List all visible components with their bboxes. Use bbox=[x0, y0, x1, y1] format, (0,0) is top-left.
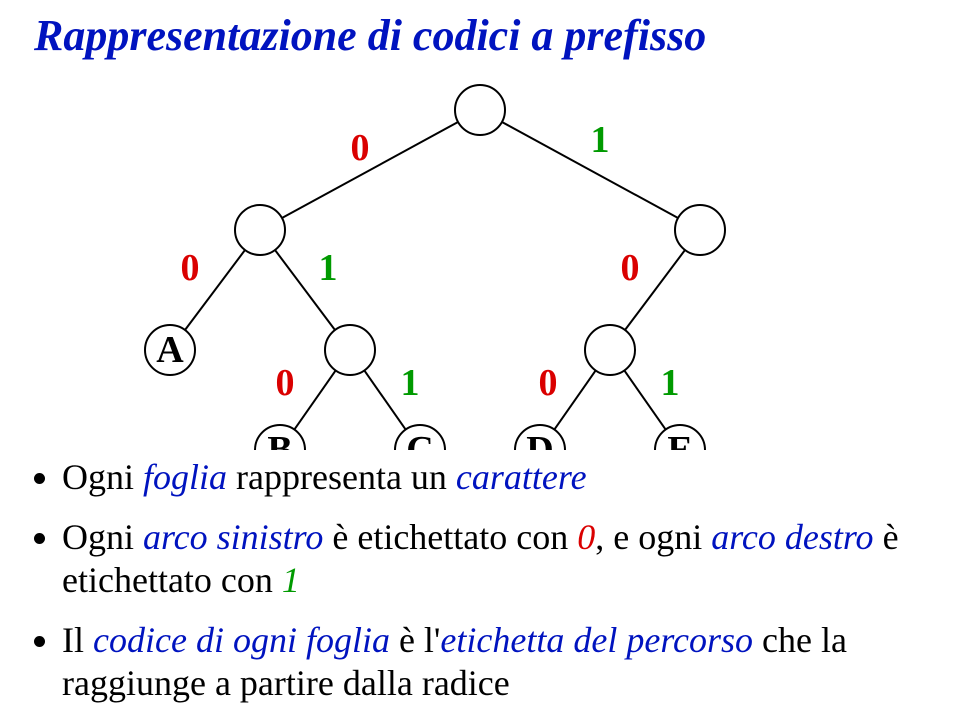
bullet-text: Ogni bbox=[62, 517, 143, 557]
tree-edge bbox=[294, 370, 335, 429]
leaf-label: B bbox=[267, 429, 292, 450]
bullet-item: Ogni arco sinistro è etichettato con 0, … bbox=[62, 516, 938, 601]
edge-label: 1 bbox=[591, 119, 610, 161]
prefix-code-tree: 0 1 0 1 0 0 1 0 1 A B C D E bbox=[130, 70, 830, 450]
tree-edge bbox=[554, 370, 595, 429]
bullet-text: etichettato con bbox=[62, 560, 282, 600]
edge-label: 0 bbox=[276, 362, 295, 404]
bullet-text: 0 bbox=[577, 517, 595, 557]
bullet-text: è bbox=[874, 517, 899, 557]
tree-node bbox=[455, 85, 505, 135]
bullet-text: foglia bbox=[143, 457, 227, 497]
bullet-text: rappresenta un bbox=[227, 457, 456, 497]
bullet-text: carattere bbox=[456, 457, 587, 497]
tree-edge bbox=[624, 370, 665, 429]
bullet-text: Il bbox=[62, 620, 93, 660]
bullet-list: Ogni foglia rappresenta un carattereOgni… bbox=[28, 456, 938, 704]
tree-edge bbox=[282, 122, 458, 218]
leaf-label: C bbox=[406, 429, 433, 450]
tree-edge bbox=[364, 370, 405, 429]
bullet-text: etichetta del percorso bbox=[440, 620, 753, 660]
leaf-label: A bbox=[156, 329, 184, 371]
bullet-item: Ogni foglia rappresenta un carattere bbox=[62, 456, 938, 498]
bullet-text: raggiunge a partire dalla radice bbox=[62, 663, 510, 703]
bullet-text: , e ogni bbox=[595, 517, 711, 557]
tree-node bbox=[325, 325, 375, 375]
edge-label: 0 bbox=[351, 127, 370, 169]
bullet-text: Ogni bbox=[62, 457, 143, 497]
edge-label: 0 bbox=[621, 247, 640, 289]
leaf-label: E bbox=[667, 429, 692, 450]
edge-label: 1 bbox=[401, 362, 420, 404]
tree-node bbox=[585, 325, 635, 375]
edge-label: 0 bbox=[539, 362, 558, 404]
bullet-text: 1 bbox=[282, 560, 300, 600]
bullet-item: Il codice di ogni foglia è l'etichetta d… bbox=[62, 619, 938, 704]
edge-label: 1 bbox=[319, 247, 338, 289]
bullet-text: è etichettato con bbox=[323, 517, 577, 557]
bullet-text: arco sinistro bbox=[143, 517, 323, 557]
edge-label: 1 bbox=[661, 362, 680, 404]
bullet-text: che la bbox=[753, 620, 847, 660]
edge-label: 0 bbox=[181, 247, 200, 289]
bullet-text: arco destro bbox=[711, 517, 873, 557]
leaf-label: D bbox=[526, 429, 553, 450]
bullet-text: è l' bbox=[390, 620, 440, 660]
slide-title: Rappresentazione di codici a prefisso bbox=[34, 10, 706, 61]
tree-node bbox=[675, 205, 725, 255]
bullet-text: codice di ogni foglia bbox=[93, 620, 390, 660]
tree-node bbox=[235, 205, 285, 255]
